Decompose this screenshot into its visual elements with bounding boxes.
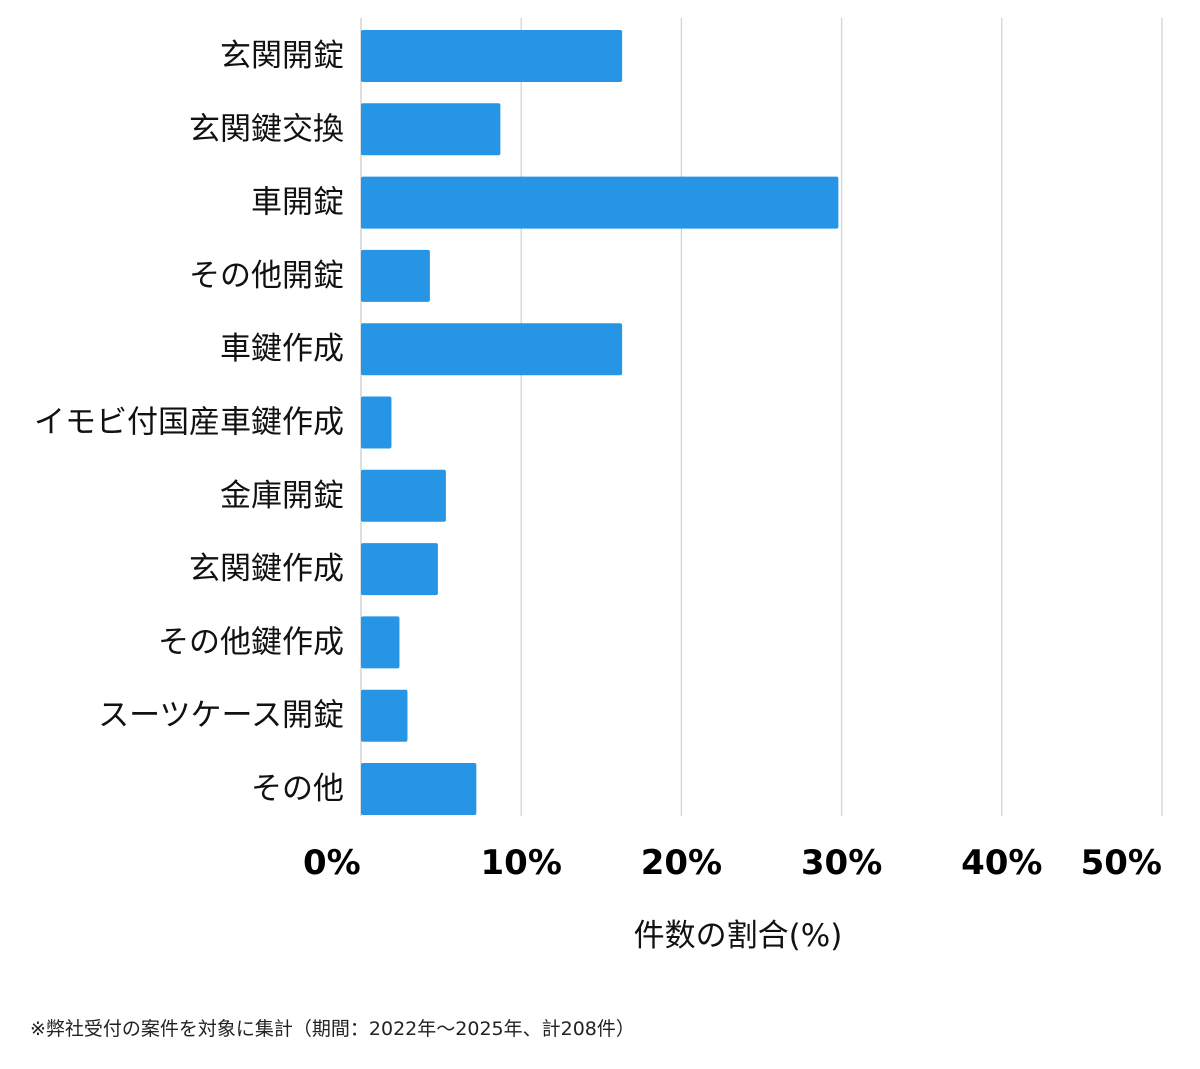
category-label: 玄関開錠 xyxy=(220,38,344,74)
bar xyxy=(361,396,392,449)
x-tick-label: 0% xyxy=(303,843,361,883)
bar xyxy=(361,469,446,522)
x-tick-label: 10% xyxy=(481,843,562,883)
x-tick-label: 20% xyxy=(641,843,722,883)
bar xyxy=(361,543,438,596)
x-axis-title: 件数の割合(%) xyxy=(634,918,843,954)
category-labels: 玄関開錠玄関鍵交換車開錠その他開錠車鍵作成イモビ付国産車鍵作成金庫開錠玄関鍵作成… xyxy=(34,38,344,807)
category-label: 車開錠 xyxy=(251,185,344,221)
bar xyxy=(361,30,623,82)
bar xyxy=(361,249,430,302)
bar xyxy=(361,176,839,229)
category-label: 玄関鍵交換 xyxy=(189,111,344,147)
x-tick-label: 40% xyxy=(961,843,1042,883)
bar-chart: 玄関開錠玄関鍵交換車開錠その他開錠車鍵作成イモビ付国産車鍵作成金庫開錠玄関鍵作成… xyxy=(34,18,1163,954)
category-label: イモビ付国産車鍵作成 xyxy=(34,405,344,441)
footnote: ※弊社受付の案件を対象に集計（期間：2022年〜2025年、計208件） xyxy=(30,1018,635,1040)
category-label: その他 xyxy=(251,771,344,807)
x-tick-label: 50% xyxy=(1081,843,1162,883)
x-tick-labels: 0% 10% 20% 30% 40% 50% xyxy=(303,843,1162,883)
category-label: 金庫開錠 xyxy=(220,478,344,514)
category-label: スーツケース開錠 xyxy=(98,698,344,734)
bar xyxy=(361,323,623,376)
bar xyxy=(361,103,501,156)
bar xyxy=(361,689,408,742)
category-label: 車鍵作成 xyxy=(220,331,344,367)
category-label: その他鍵作成 xyxy=(158,624,344,660)
bars xyxy=(361,30,839,815)
category-label: 玄関鍵作成 xyxy=(189,551,344,587)
bar xyxy=(361,763,477,815)
bar xyxy=(361,616,400,669)
category-label: その他開錠 xyxy=(189,258,344,294)
x-tick-label: 30% xyxy=(801,843,882,883)
